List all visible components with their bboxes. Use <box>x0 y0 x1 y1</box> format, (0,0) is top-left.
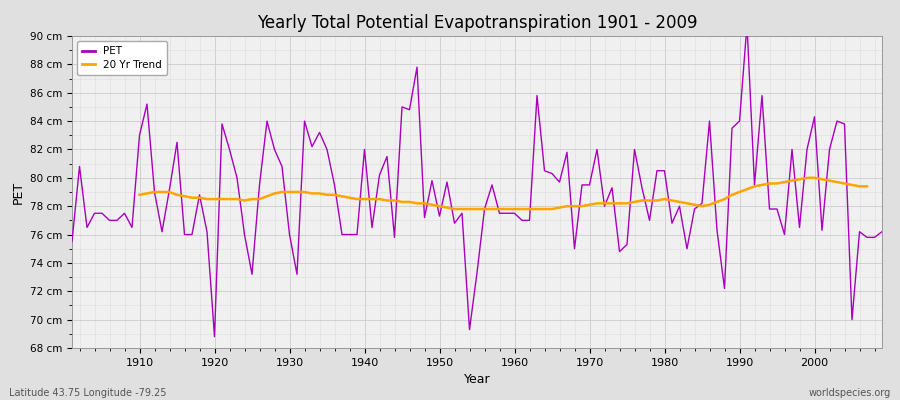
Title: Yearly Total Potential Evapotranspiration 1901 - 2009: Yearly Total Potential Evapotranspiratio… <box>256 14 698 32</box>
Legend: PET, 20 Yr Trend: PET, 20 Yr Trend <box>77 41 167 75</box>
Text: worldspecies.org: worldspecies.org <box>809 388 891 398</box>
Text: Latitude 43.75 Longitude -79.25: Latitude 43.75 Longitude -79.25 <box>9 388 166 398</box>
X-axis label: Year: Year <box>464 373 490 386</box>
Y-axis label: PET: PET <box>12 180 24 204</box>
